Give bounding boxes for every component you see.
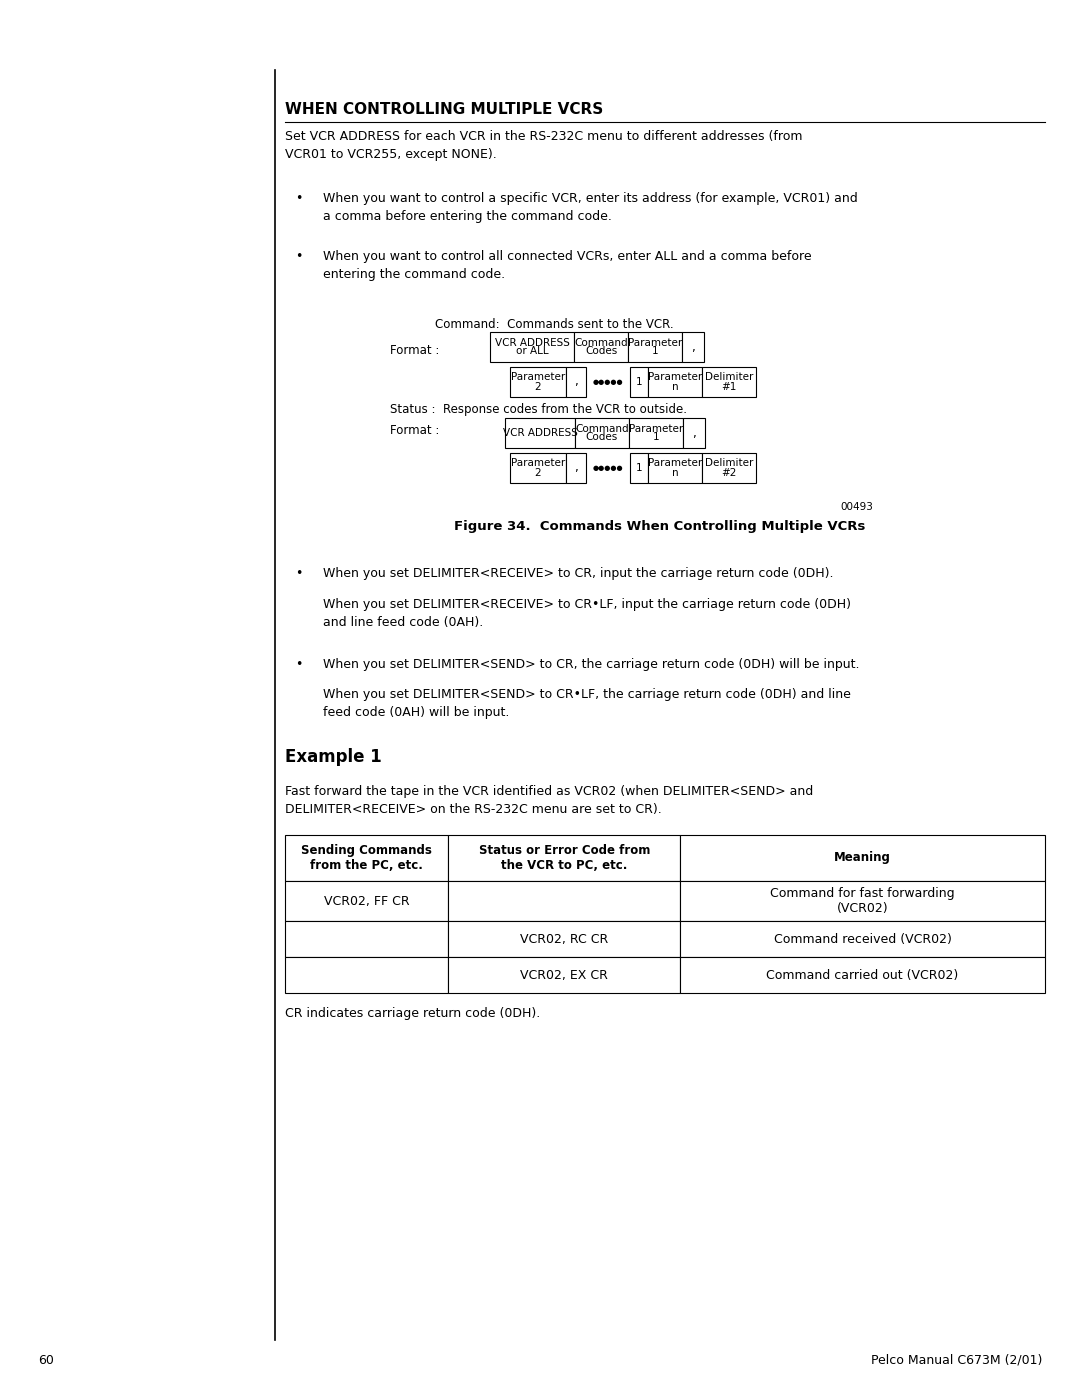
Text: VCR02, FF CR: VCR02, FF CR: [324, 894, 409, 908]
Text: 1: 1: [652, 433, 659, 443]
Text: ,: ,: [691, 341, 694, 353]
FancyBboxPatch shape: [510, 367, 566, 397]
Text: Command carried out (VCR02): Command carried out (VCR02): [767, 968, 959, 982]
FancyBboxPatch shape: [683, 418, 705, 448]
Text: 00493: 00493: [840, 502, 873, 511]
Text: Parameter: Parameter: [511, 373, 565, 383]
Text: Delimiter: Delimiter: [705, 458, 753, 468]
FancyBboxPatch shape: [681, 332, 704, 362]
Text: Delimiter: Delimiter: [705, 373, 753, 383]
Text: Set VCR ADDRESS for each VCR in the RS-232C menu to different addresses (from
VC: Set VCR ADDRESS for each VCR in the RS-2…: [285, 130, 802, 161]
FancyBboxPatch shape: [680, 882, 1045, 921]
Text: •: •: [295, 567, 302, 580]
FancyBboxPatch shape: [630, 453, 648, 483]
FancyBboxPatch shape: [702, 453, 756, 483]
Text: Parameter: Parameter: [629, 423, 684, 433]
Text: ●●●●●: ●●●●●: [593, 465, 623, 471]
FancyBboxPatch shape: [285, 957, 448, 993]
Text: Codes: Codes: [585, 433, 618, 443]
Text: WHEN CONTROLLING MULTIPLE VCRS: WHEN CONTROLLING MULTIPLE VCRS: [285, 102, 604, 117]
Text: n: n: [672, 468, 678, 478]
Text: Parameter: Parameter: [511, 458, 565, 468]
FancyBboxPatch shape: [680, 921, 1045, 957]
Text: Status or Error Code from
the VCR to PC, etc.: Status or Error Code from the VCR to PC,…: [478, 844, 650, 872]
Text: Example 1: Example 1: [285, 747, 381, 766]
Text: or ALL: or ALL: [515, 346, 549, 356]
Text: 1: 1: [636, 377, 643, 387]
Text: Status :  Response codes from the VCR to outside.: Status : Response codes from the VCR to …: [390, 402, 687, 416]
FancyBboxPatch shape: [448, 921, 680, 957]
Text: ●●●●●: ●●●●●: [593, 379, 623, 386]
Text: 60: 60: [38, 1354, 54, 1366]
FancyBboxPatch shape: [510, 453, 566, 483]
FancyBboxPatch shape: [680, 835, 1045, 882]
Text: When you want to control all connected VCRs, enter ALL and a comma before
enteri: When you want to control all connected V…: [323, 250, 812, 281]
FancyBboxPatch shape: [648, 367, 702, 397]
FancyBboxPatch shape: [680, 957, 1045, 993]
Text: VCR02, RC CR: VCR02, RC CR: [521, 933, 608, 946]
Text: Command: Command: [575, 338, 627, 348]
Text: When you set DELIMITER<RECEIVE> to CR•LF, input the carriage return code (0DH)
a: When you set DELIMITER<RECEIVE> to CR•LF…: [323, 598, 851, 629]
Text: VCR02, EX CR: VCR02, EX CR: [521, 968, 608, 982]
Text: Meaning: Meaning: [834, 852, 891, 865]
Text: Figure 34.  Commands When Controlling Multiple VCRs: Figure 34. Commands When Controlling Mul…: [455, 520, 866, 534]
FancyBboxPatch shape: [285, 835, 448, 882]
FancyBboxPatch shape: [629, 418, 683, 448]
Text: 1: 1: [651, 346, 659, 356]
Text: ,: ,: [692, 426, 696, 440]
Text: Parameter: Parameter: [648, 373, 702, 383]
Text: Command for fast forwarding
(VCR02): Command for fast forwarding (VCR02): [770, 887, 955, 915]
Text: 2: 2: [535, 468, 541, 478]
Text: Format :: Format :: [390, 344, 440, 356]
Text: When you set DELIMITER<SEND> to CR, the carriage return code (0DH) will be input: When you set DELIMITER<SEND> to CR, the …: [323, 658, 860, 671]
Text: •: •: [295, 250, 302, 263]
FancyBboxPatch shape: [448, 835, 680, 882]
FancyBboxPatch shape: [627, 332, 681, 362]
FancyBboxPatch shape: [505, 418, 575, 448]
Text: Command received (VCR02): Command received (VCR02): [773, 933, 951, 946]
Text: When you want to control a specific VCR, enter its address (for example, VCR01) : When you want to control a specific VCR,…: [323, 191, 858, 224]
FancyBboxPatch shape: [648, 453, 702, 483]
FancyBboxPatch shape: [573, 332, 627, 362]
FancyBboxPatch shape: [566, 367, 586, 397]
Text: •: •: [295, 658, 302, 671]
Text: ,: ,: [575, 376, 578, 388]
Text: Parameter: Parameter: [627, 338, 683, 348]
Text: Fast forward the tape in the VCR identified as VCR02 (when DELIMITER<SEND> and
D: Fast forward the tape in the VCR identif…: [285, 785, 813, 816]
Text: Command:  Commands sent to the VCR.: Command: Commands sent to the VCR.: [435, 319, 674, 331]
Text: CR indicates carriage return code (0DH).: CR indicates carriage return code (0DH).: [285, 1007, 540, 1020]
Text: Parameter: Parameter: [648, 458, 702, 468]
FancyBboxPatch shape: [566, 453, 586, 483]
Text: 1: 1: [636, 462, 643, 474]
FancyBboxPatch shape: [448, 957, 680, 993]
Text: VCR ADDRESS: VCR ADDRESS: [495, 338, 569, 348]
Text: Pelco Manual C673M (2/01): Pelco Manual C673M (2/01): [870, 1354, 1042, 1366]
Text: Format :: Format :: [390, 423, 440, 436]
Text: #1: #1: [721, 381, 737, 391]
Text: Command: Command: [576, 423, 629, 433]
Text: ,: ,: [575, 461, 578, 475]
Text: When you set DELIMITER<SEND> to CR•LF, the carriage return code (0DH) and line
f: When you set DELIMITER<SEND> to CR•LF, t…: [323, 687, 851, 719]
Text: VCR ADDRESS: VCR ADDRESS: [502, 427, 578, 439]
Text: 2: 2: [535, 381, 541, 391]
FancyBboxPatch shape: [285, 882, 448, 921]
Text: n: n: [672, 381, 678, 391]
Text: Codes: Codes: [585, 346, 617, 356]
Text: Sending Commands
from the PC, etc.: Sending Commands from the PC, etc.: [301, 844, 432, 872]
Text: •: •: [295, 191, 302, 205]
FancyBboxPatch shape: [490, 332, 573, 362]
FancyBboxPatch shape: [630, 367, 648, 397]
FancyBboxPatch shape: [448, 882, 680, 921]
FancyBboxPatch shape: [285, 921, 448, 957]
Text: When you set DELIMITER<RECEIVE> to CR, input the carriage return code (0DH).: When you set DELIMITER<RECEIVE> to CR, i…: [323, 567, 834, 580]
FancyBboxPatch shape: [575, 418, 629, 448]
FancyBboxPatch shape: [702, 367, 756, 397]
Text: #2: #2: [721, 468, 737, 478]
